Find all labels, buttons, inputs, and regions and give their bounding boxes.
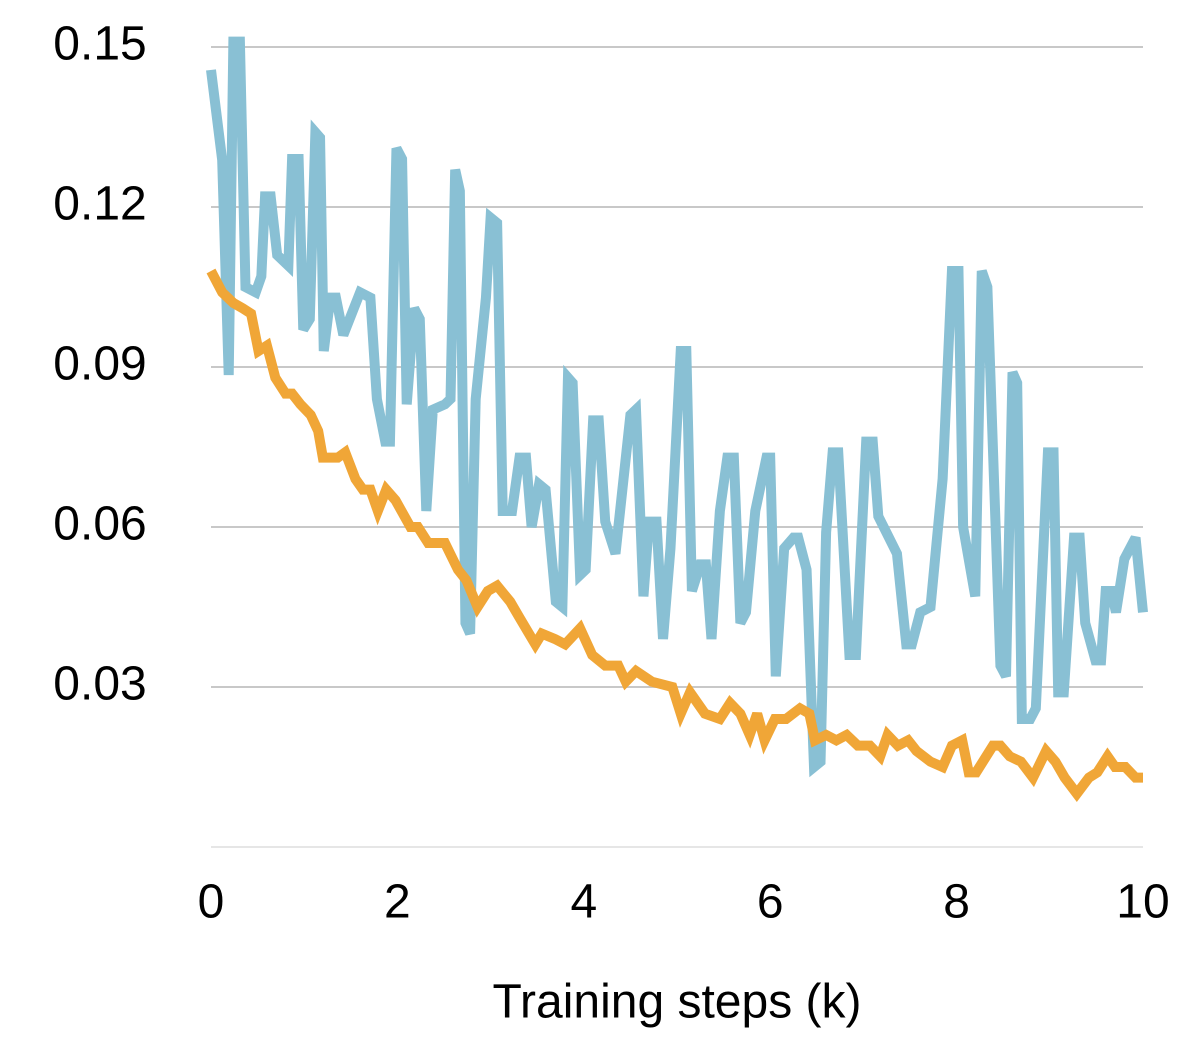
x-tick-label: 10: [1116, 876, 1169, 929]
x-tick-label: 6: [757, 876, 784, 929]
y-tick-label: 0.12: [53, 178, 146, 231]
line-series: [206, 36, 1148, 778]
x-axis-label: Training steps (k): [493, 976, 862, 1029]
x-tick-label: 8: [943, 876, 970, 929]
x-tick-label: 2: [384, 876, 411, 929]
y-tick-label: 0.09: [53, 338, 146, 391]
y-tick-label: 0.06: [53, 498, 146, 551]
x-tick-label: 0: [198, 876, 225, 929]
x-tick-label: 4: [570, 876, 597, 929]
y-tick-label: 0.15: [53, 18, 146, 71]
line-series: [206, 268, 1143, 802]
y-tick-label: 0.03: [53, 658, 146, 711]
